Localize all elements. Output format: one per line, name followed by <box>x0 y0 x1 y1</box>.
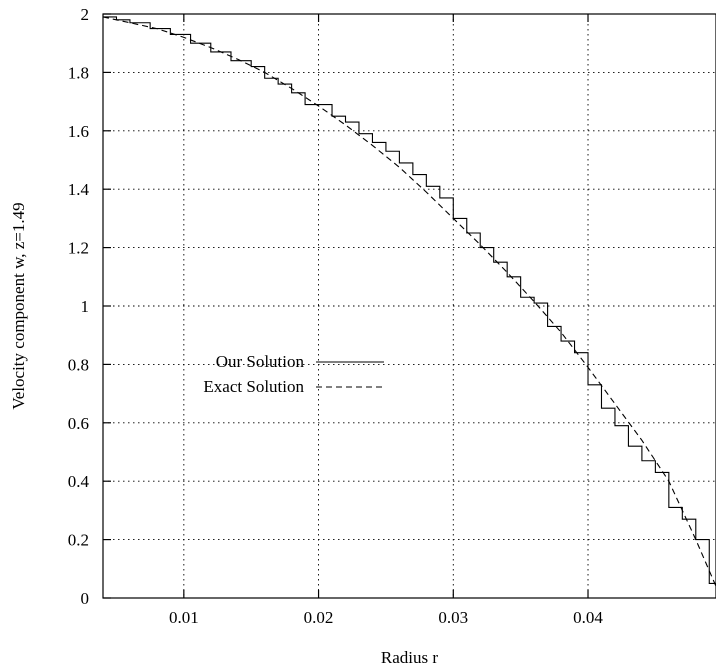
y-tick-label: 1.2 <box>68 239 89 258</box>
y-tick-label: 2 <box>81 5 90 24</box>
y-tick-label: 0.6 <box>68 414 89 433</box>
series-our-solution <box>103 16 716 587</box>
legend-label-our-solution: Our Solution <box>216 352 305 371</box>
x-tick-label: 0.03 <box>438 608 468 627</box>
y-tick-label: 1.4 <box>68 180 90 199</box>
y-tick-label: 1.6 <box>68 122 89 141</box>
grid-lines <box>103 14 716 598</box>
y-tick-label: 0.2 <box>68 531 89 550</box>
x-tick-label: 0.02 <box>304 608 334 627</box>
data-series <box>102 16 716 587</box>
legend-label-exact-solution: Exact Solution <box>203 377 304 396</box>
y-tick-label: 1.8 <box>68 63 89 82</box>
x-tick-label: 0.04 <box>573 608 603 627</box>
y-tick-label: 1 <box>81 297 90 316</box>
x-axis-label: Radius r <box>381 648 438 667</box>
legend: Our Solution Exact Solution <box>203 352 384 396</box>
y-tick-label: 0.4 <box>68 472 90 491</box>
y-tick-label: 0 <box>81 589 90 608</box>
axis-ticks <box>103 13 589 599</box>
x-tick-label: 0.01 <box>169 608 199 627</box>
y-axis-label: Velocity component w, z=1.49 <box>9 202 28 409</box>
series-exact-solution <box>102 16 716 587</box>
y-tick-label: 0.8 <box>68 355 89 374</box>
tick-labels: 0.01 0.02 0.03 0.04 0 0.2 0.4 0.6 0.8 1 1.2 1.4 1.6 1… <box>68 5 604 627</box>
